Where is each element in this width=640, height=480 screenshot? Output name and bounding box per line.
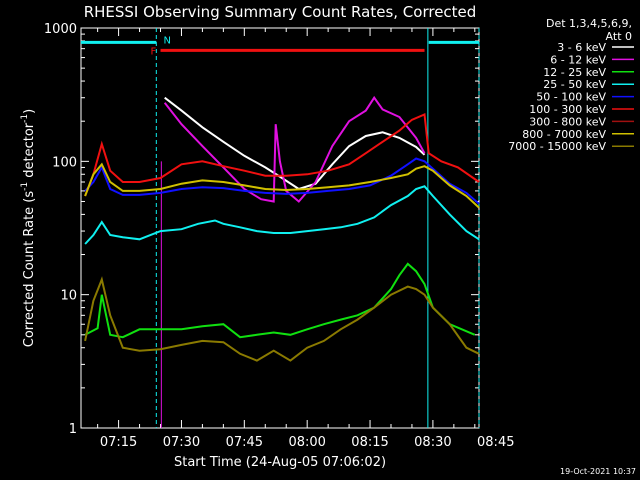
legend-label: 6 - 12 keV <box>550 53 606 66</box>
series-line-12-25-kev <box>84 262 476 339</box>
y-axis-label-exp-2: -1 <box>20 114 30 123</box>
y-axis-label-part-2: detector <box>22 122 37 182</box>
x-tick-labels: 07:15 07:30 07:45 08:00 08:15 08:30 08:45 <box>100 435 515 450</box>
legend-label: 3 - 6 keV <box>557 41 606 54</box>
y-tick-label: 100 <box>52 155 77 170</box>
x-tick-label: 07:15 <box>100 435 137 450</box>
legend-header-line-1: Det 1,3,4,5,6,9, <box>546 17 632 30</box>
flag-n-label: N <box>163 35 170 46</box>
flag-f-label: F <box>150 46 156 57</box>
legend-header-line-2: Att 0 <box>606 30 632 43</box>
chart-title: RHESSI Observing Summary Count Rates, Co… <box>84 3 477 21</box>
legend-label: 25 - 50 keV <box>543 78 606 91</box>
y-tick-label: 1 <box>69 422 77 437</box>
y-tick-label: 10 <box>60 289 77 304</box>
series-line-50-100-kev <box>84 157 480 205</box>
legend-label: 300 - 800 keV <box>529 115 606 128</box>
legend-label: 12 - 25 keV <box>543 66 606 79</box>
legend-label: 7000 - 15000 keV <box>508 140 606 153</box>
x-tick-label: 07:45 <box>226 435 263 450</box>
legend-label: 100 - 300 keV <box>529 103 606 116</box>
legend-label: 50 - 100 keV <box>536 91 606 104</box>
y-axis-label-part-1: Corrected Count Rate (s <box>22 191 37 348</box>
x-tick-label: 08:30 <box>414 435 451 450</box>
x-axis-label: Start Time (24-Aug-05 07:06:02) <box>174 455 386 470</box>
y-axis-label-exp-1: -1 <box>20 182 30 191</box>
series-line-800-7000-kev <box>84 162 480 209</box>
timestamp: 19-Oct-2021 10:37 <box>560 467 636 476</box>
series-line-7000-15000-kev <box>84 276 480 362</box>
x-tick-label: 08:15 <box>351 435 388 450</box>
series-line-100-300-kev <box>84 112 480 197</box>
flag-annotations: FN <box>80 28 480 428</box>
x-tick-label: 07:30 <box>163 435 200 450</box>
x-tick-label: 08:00 <box>288 435 325 450</box>
y-tick-label: 1000 <box>44 22 77 37</box>
y-tick-labels: 1 10 100 1000 <box>44 22 77 437</box>
y-axis-label-part-3: ) <box>22 109 37 114</box>
series-line-6-12-kev <box>163 95 426 203</box>
legend-label: 800 - 7000 keV <box>522 128 606 141</box>
x-tick-label: 08:45 <box>477 435 514 450</box>
y-axis-label: Corrected Count Rate (s-1 detector-1) <box>20 109 37 347</box>
series-line-25-50-kev <box>84 185 480 245</box>
series-lines <box>84 95 480 362</box>
